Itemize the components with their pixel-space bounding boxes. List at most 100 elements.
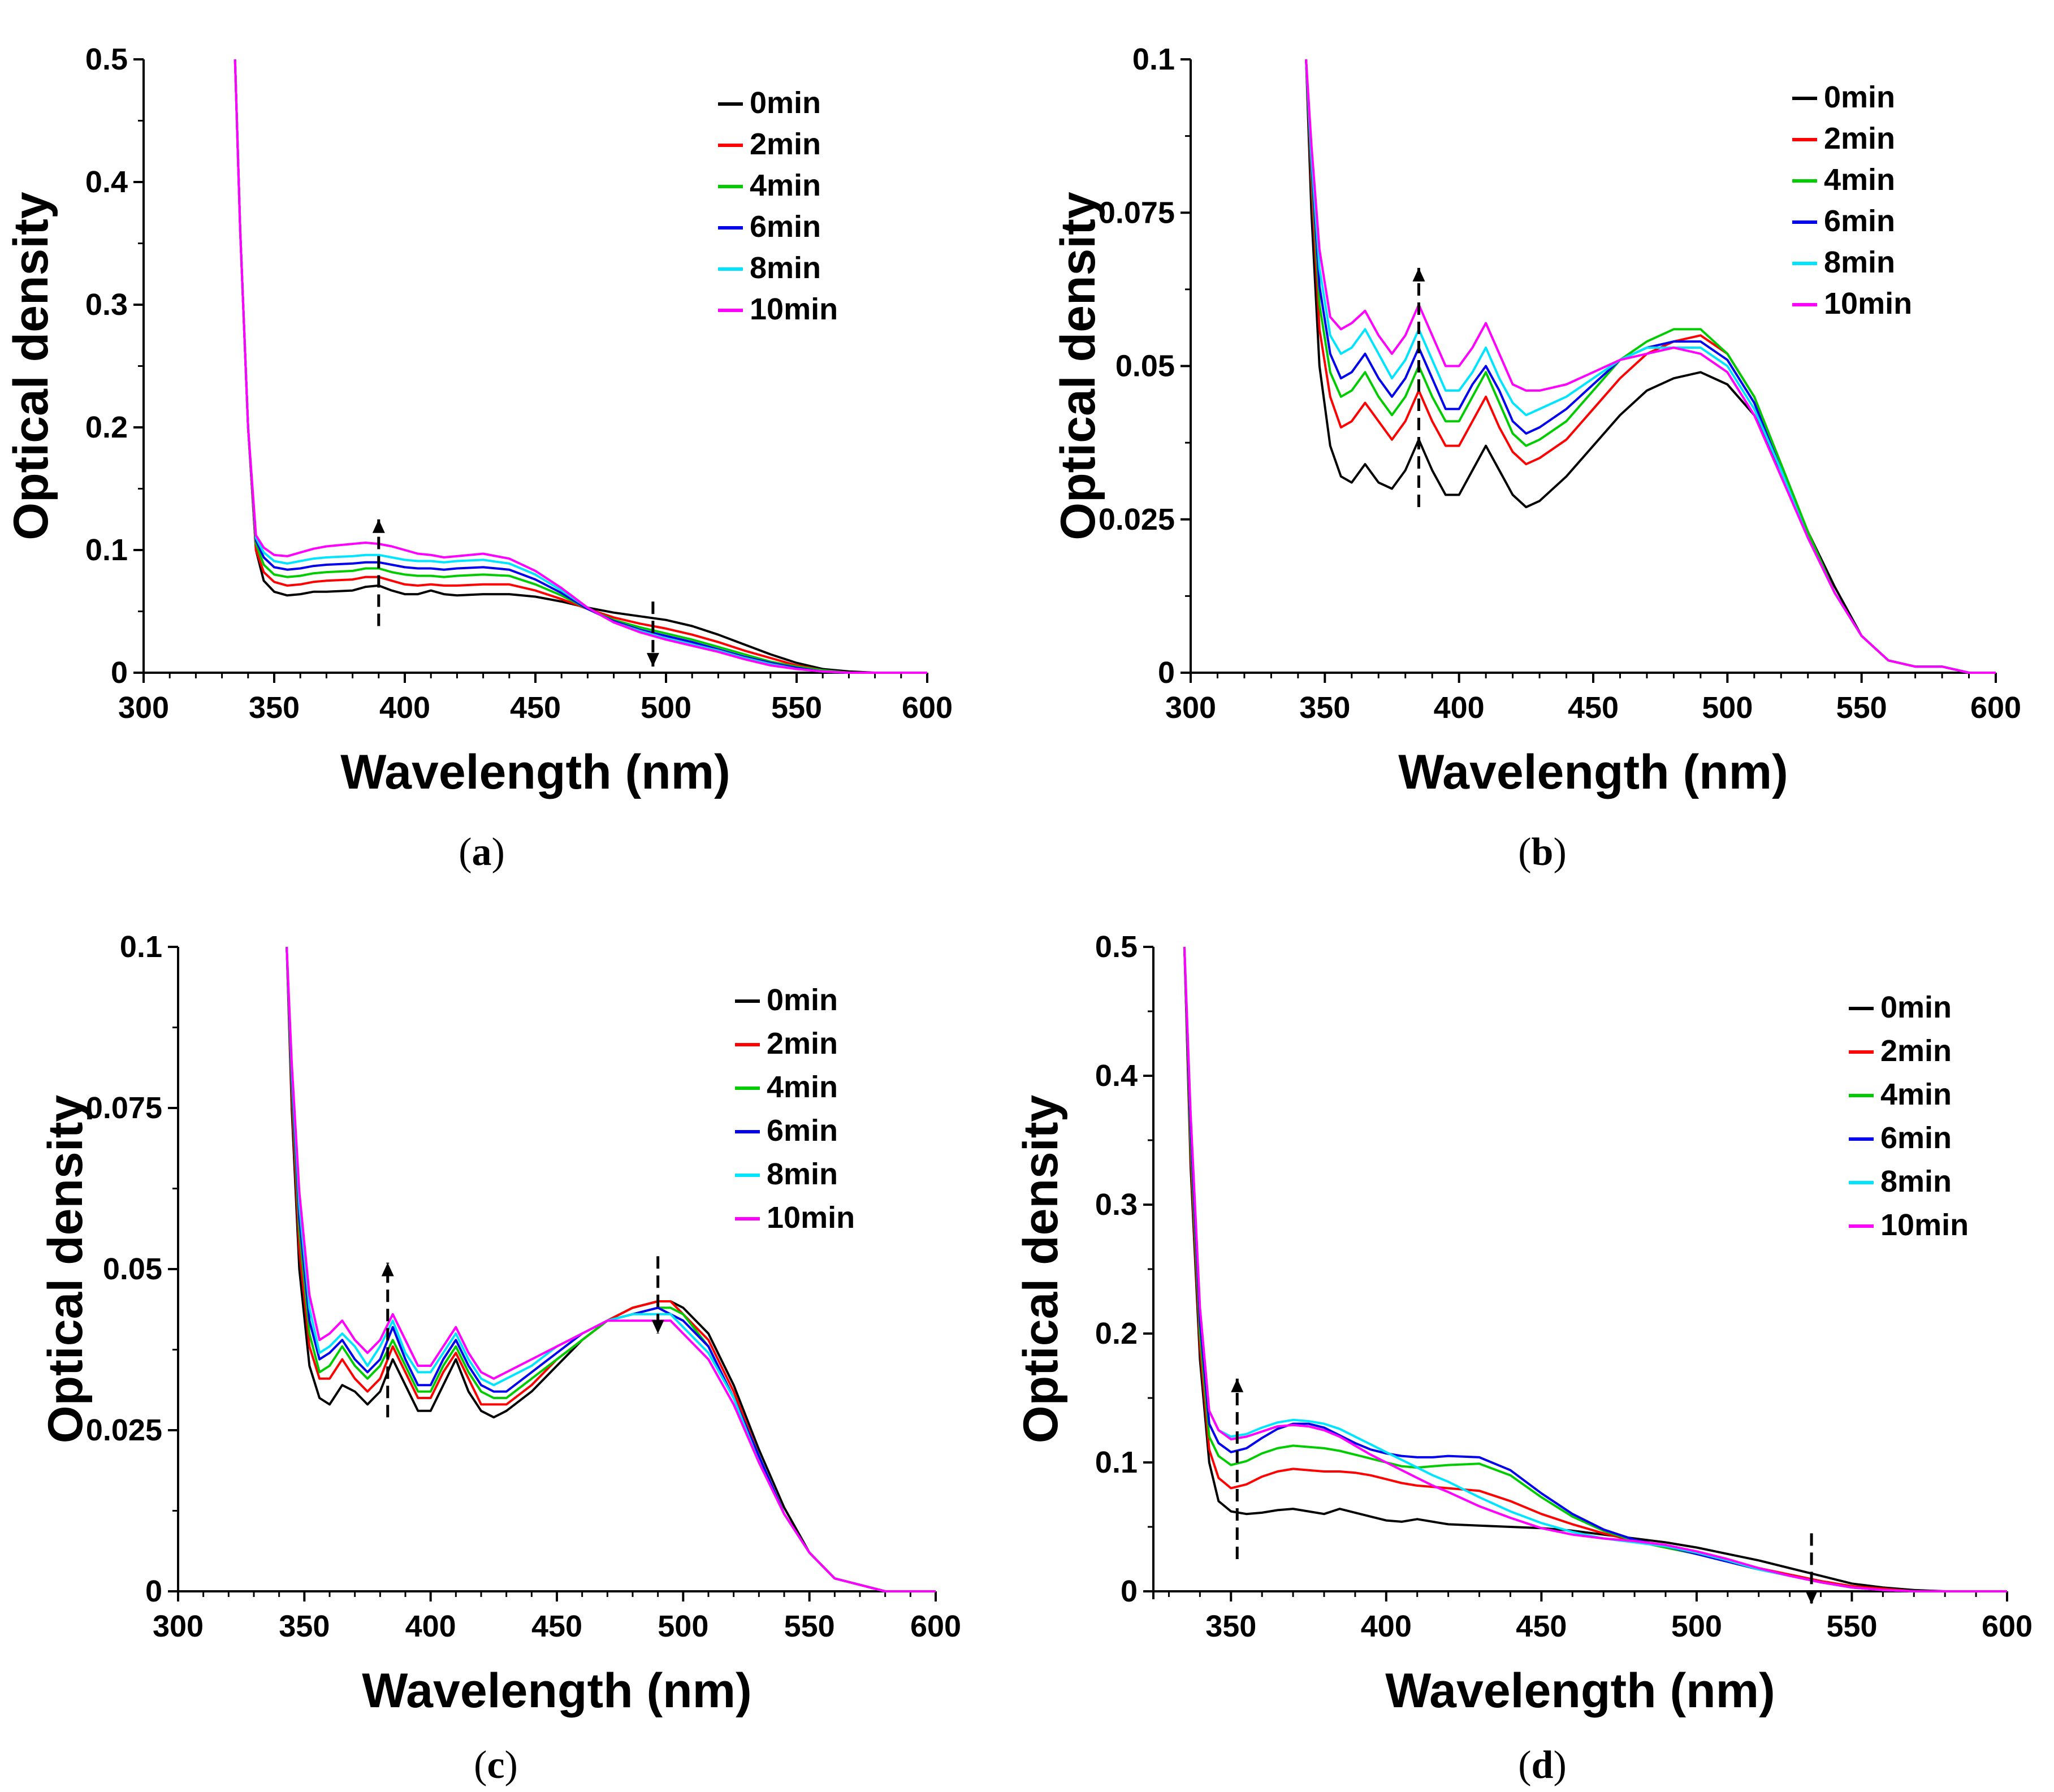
caption-close-paren: )	[1553, 830, 1566, 874]
y-tick-label: 0.5	[1095, 930, 1138, 964]
panel-a: 0 0.1 0.2 0.3 0.4 0.5 300 350 400 450 500 550 600 Wav…	[4, 42, 953, 874]
x-tick-label: 600	[1982, 1609, 2033, 1643]
series-line-4min	[286, 946, 936, 1592]
legend-label: 8min	[750, 251, 821, 285]
y-tick-label: 0.1	[1095, 1445, 1138, 1479]
x-tick-label: 400	[379, 691, 430, 725]
x-tick-label: 400	[1434, 691, 1485, 725]
caption-open-paren: (	[1518, 830, 1531, 874]
y-tick-label: 0.025	[86, 1413, 162, 1447]
legend-label: 8min	[1824, 245, 1895, 279]
y-tick-label: 0.025	[1099, 503, 1175, 536]
x-tick-label: 400	[405, 1609, 456, 1643]
y-tick-label: 0.075	[1099, 196, 1175, 230]
x-axis-title: Wavelength (nm)	[340, 745, 730, 799]
panel-caption: (a)	[459, 830, 505, 874]
caption-letter: d	[1532, 1743, 1554, 1787]
x-tick-label: 400	[1361, 1609, 1412, 1643]
x-tick-label: 500	[641, 691, 691, 725]
legend-label: 10min	[1824, 287, 1912, 321]
series-line-4min	[233, 59, 927, 674]
y-tick-label: 0.3	[85, 288, 128, 322]
y-tick-label: 0.05	[103, 1252, 162, 1286]
x-tick-label: 450	[1516, 1609, 1567, 1643]
series-line-2min	[1183, 946, 2007, 1592]
y-tick-label: 0.1	[120, 930, 162, 964]
legend-label: 8min	[1880, 1165, 1952, 1198]
panel-caption: (b)	[1518, 830, 1567, 874]
legend-label: 6min	[1880, 1121, 1952, 1155]
y-axis-title: Optical density	[38, 1095, 93, 1444]
x-tick-label: 450	[1568, 691, 1619, 725]
series-line-0min	[233, 59, 927, 674]
x-tick-label: 300	[153, 1609, 204, 1643]
y-axis-title: Optical density	[1014, 1095, 1068, 1444]
y-tick-label: 0.1	[85, 533, 128, 567]
y-tick-label: 0.2	[1095, 1317, 1138, 1351]
y-tick-label: 0.1	[1132, 42, 1175, 76]
caption-letter: a	[472, 830, 492, 874]
series-line-8min	[233, 59, 927, 674]
legend-label: 4min	[1880, 1077, 1952, 1111]
y-tick-label: 0	[1121, 1574, 1138, 1608]
legend-label: 10min	[750, 292, 838, 326]
legend-label: 6min	[1824, 204, 1895, 238]
trend-arrowhead-up	[1231, 1378, 1244, 1392]
x-tick-label: 350	[279, 1609, 330, 1643]
trend-arrowhead-down	[1805, 1590, 1818, 1604]
y-tick-label: 0	[145, 1574, 162, 1608]
legend-label: 2min	[767, 1027, 838, 1061]
series-line-0min	[1305, 59, 1996, 674]
caption-letter: b	[1532, 830, 1554, 874]
series-line-2min	[286, 946, 936, 1592]
x-tick-label: 300	[1165, 691, 1216, 725]
x-tick-label: 300	[118, 691, 169, 725]
legend-label: 0min	[767, 983, 838, 1017]
caption-letter: c	[487, 1743, 504, 1787]
x-tick-label: 600	[1970, 691, 2021, 725]
x-tick-label: 350	[249, 691, 300, 725]
y-tick-label: 0.05	[1115, 349, 1175, 383]
caption-open-paren: (	[474, 1743, 487, 1787]
series-line-6min	[233, 59, 927, 674]
series-line-0min	[286, 946, 936, 1592]
panel-d: 0 0.1 0.2 0.3 0.4 0.5 350 400 450 500 550 600 Wavele…	[1014, 930, 2033, 1787]
x-tick-label: 550	[771, 691, 822, 725]
x-tick-label: 350	[1205, 1609, 1256, 1643]
legend-label: 2min	[1880, 1034, 1952, 1068]
x-tick-label: 550	[1836, 691, 1887, 725]
y-tick-label: 0.5	[85, 42, 128, 76]
y-tick-label: 0.2	[85, 410, 128, 444]
x-tick-label: 500	[1671, 1609, 1722, 1643]
series-line-8min	[286, 946, 936, 1592]
legend-label: 4min	[767, 1070, 838, 1104]
y-tick-label: 0	[1158, 656, 1175, 690]
legend-label: 6min	[750, 210, 821, 244]
x-tick-label: 550	[1826, 1609, 1877, 1643]
legend-label: 10min	[767, 1201, 855, 1235]
y-tick-label: 0.4	[85, 165, 128, 199]
series-line-0min	[1183, 946, 2007, 1592]
x-tick-label: 450	[510, 691, 561, 725]
legend-label: 6min	[767, 1114, 838, 1148]
x-axis-title: Wavelength (nm)	[1385, 1664, 1775, 1718]
x-tick-label: 450	[531, 1609, 582, 1643]
x-tick-label: 500	[658, 1609, 708, 1643]
y-axis-title: Optical density	[4, 192, 58, 540]
caption-open-paren: (	[459, 830, 472, 874]
trend-arrowhead-up	[372, 519, 385, 533]
legend-label: 0min	[1880, 990, 1952, 1024]
series-line-6min	[286, 946, 936, 1592]
trend-arrowhead-down	[646, 653, 659, 667]
series-line-10min	[286, 946, 936, 1592]
x-axis-title: Wavelength (nm)	[1398, 745, 1788, 799]
caption-open-paren: (	[1518, 1743, 1531, 1787]
legend-label: 4min	[1824, 163, 1895, 197]
series-line-10min	[1305, 59, 1996, 674]
y-tick-label: 0.075	[86, 1091, 162, 1125]
panel-caption: (d)	[1518, 1743, 1567, 1787]
x-axis-title: Wavelength (nm)	[362, 1664, 752, 1718]
panel-c: 0 0.025 0.05 0.075 0.1 300 350 400 450 500 550 600 W…	[38, 930, 961, 1787]
panel-caption: (c)	[474, 1743, 518, 1787]
